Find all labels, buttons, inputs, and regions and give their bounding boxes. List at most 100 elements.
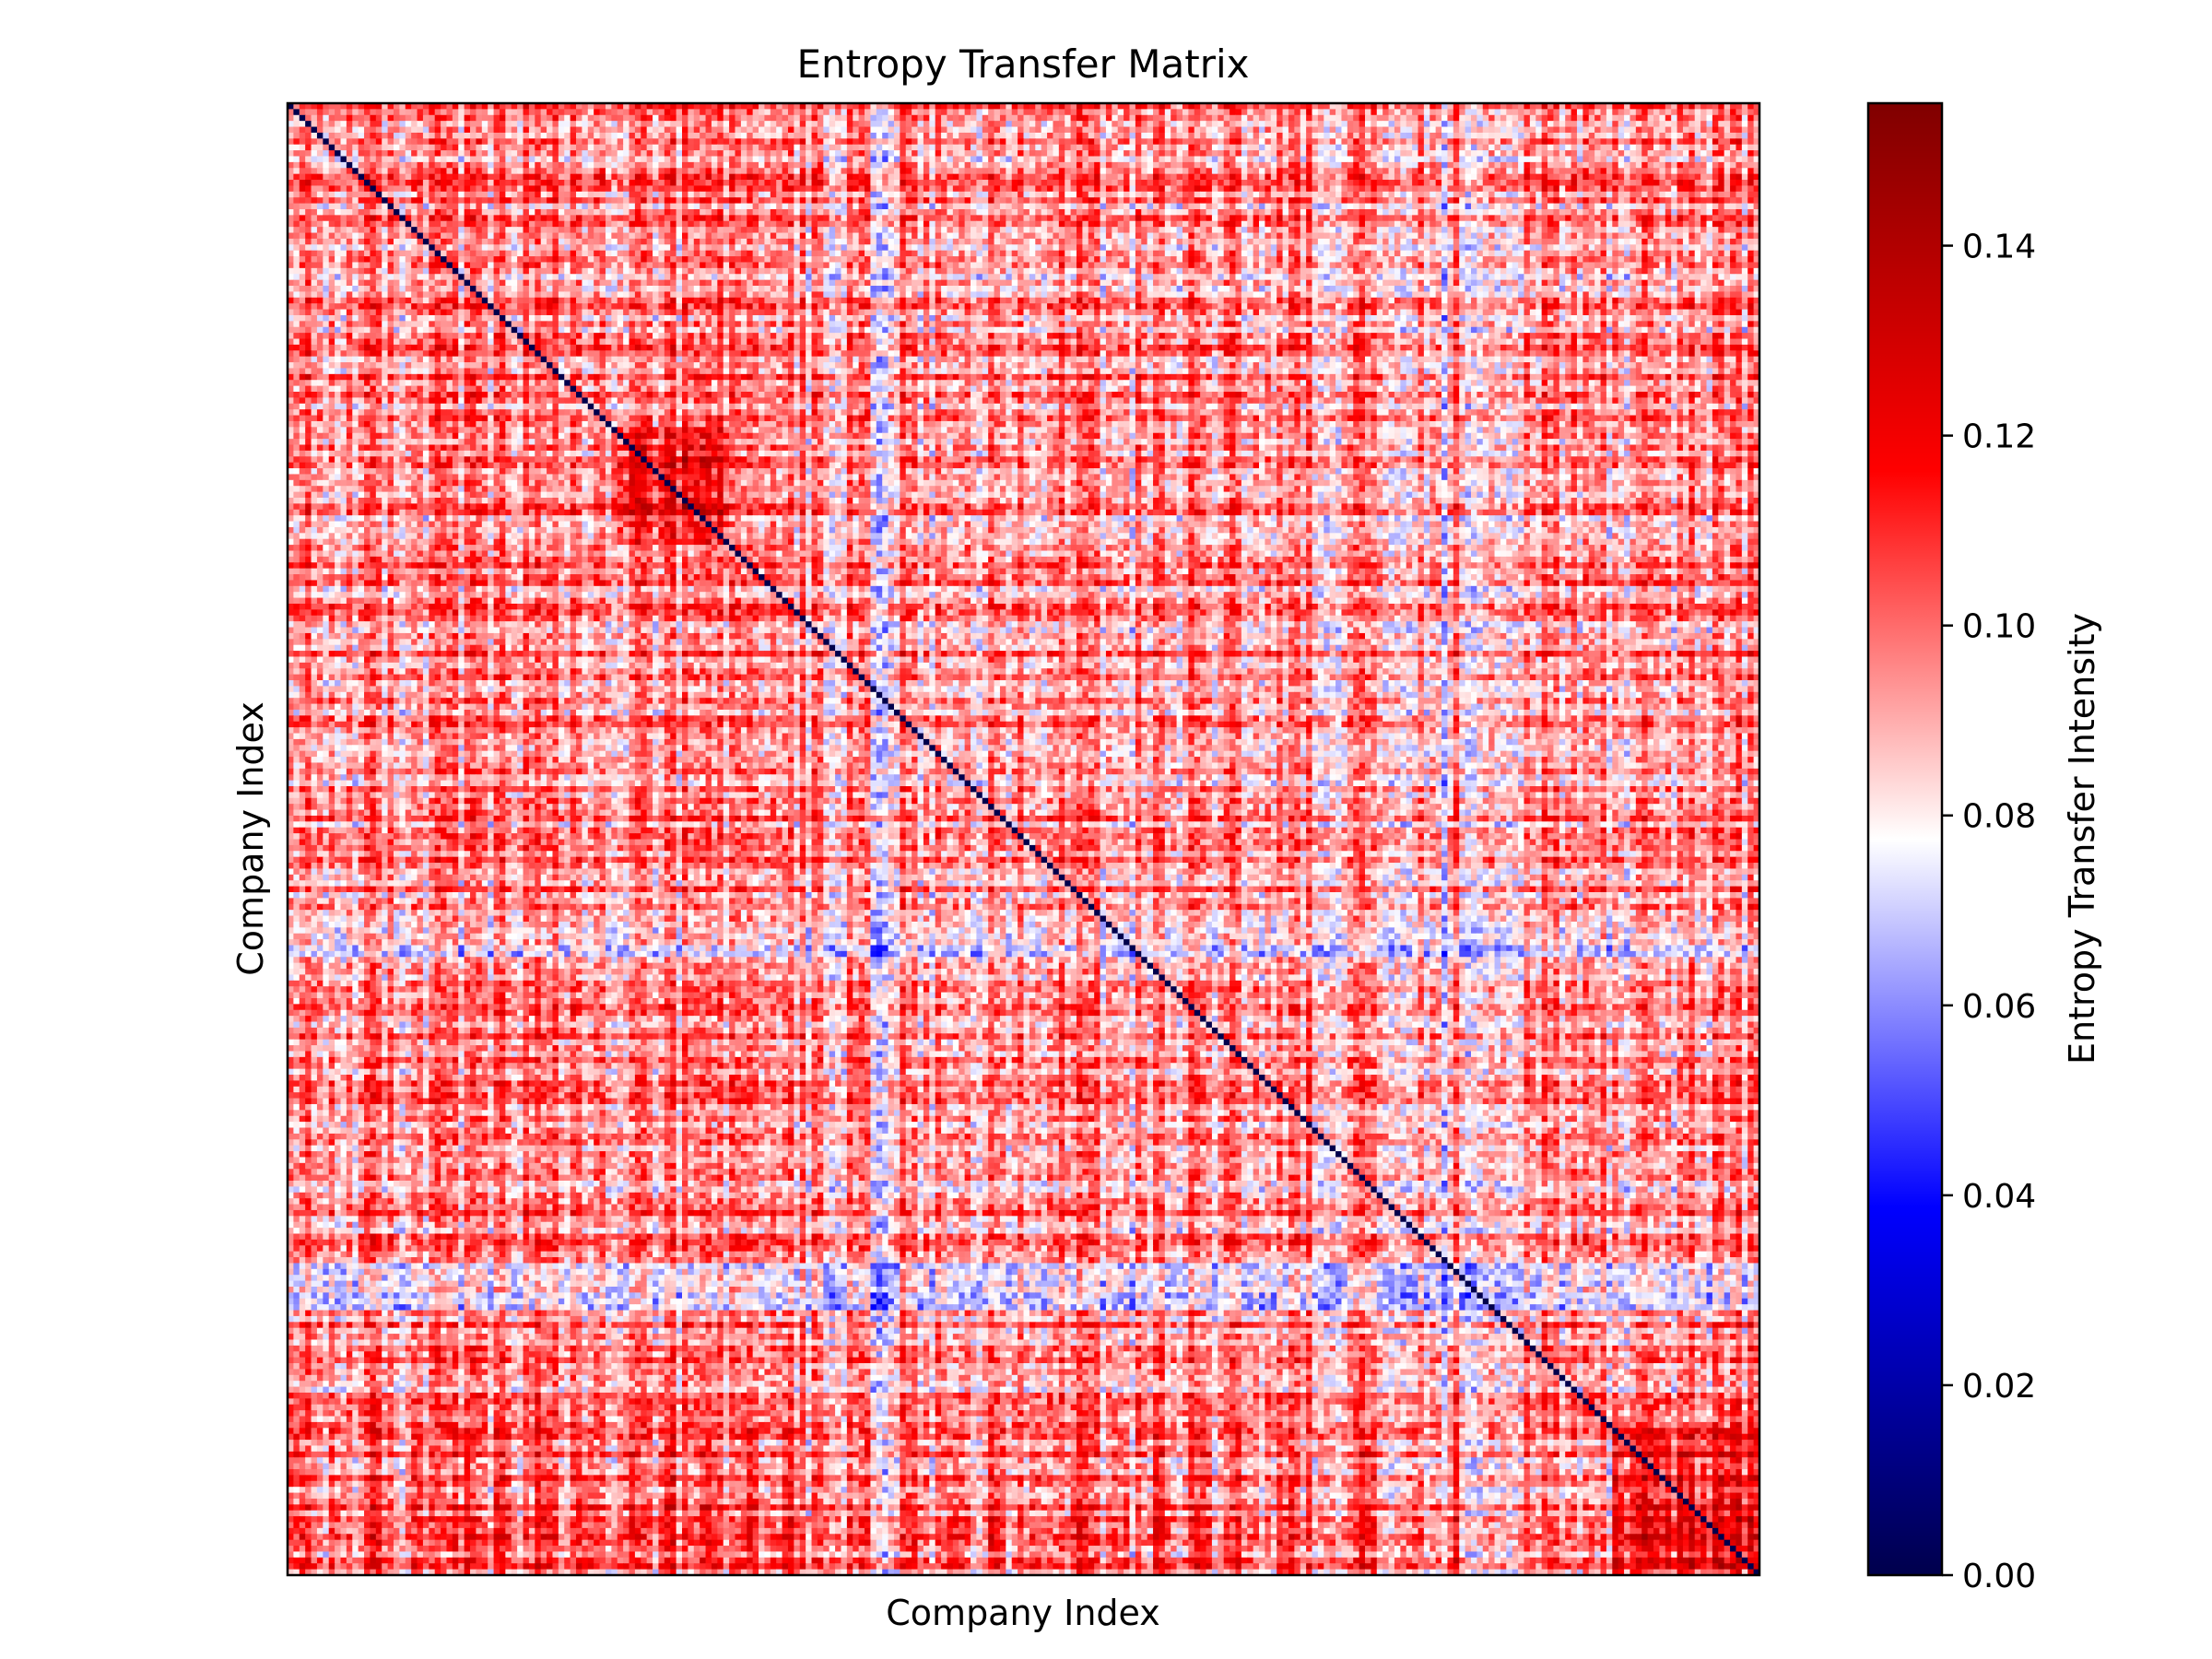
heatmap-cell [1365,156,1371,162]
heatmap-cell [1330,127,1336,134]
heatmap-cell [1735,168,1742,174]
heatmap-cell [653,115,659,122]
heatmap-cell [1100,168,1107,174]
heatmap-cell [894,121,900,127]
heatmap-cell [782,121,789,127]
heatmap-cell [1659,162,1665,169]
heatmap-cell [429,115,435,122]
heatmap-cell [1129,138,1135,145]
heatmap-cell [988,133,994,139]
heatmap-cell [1653,127,1660,134]
heatmap-cell [1347,127,1354,134]
heatmap-cell [411,138,418,145]
heatmap-cell [1648,109,1654,115]
heatmap-cell [724,168,730,174]
heatmap-cell [706,145,712,151]
heatmap-cell [323,121,329,127]
heatmap-cell [764,145,771,151]
heatmap-cell [1288,145,1295,151]
heatmap-cell [335,109,341,115]
heatmap-cell [1165,133,1171,139]
heatmap-cell [1283,168,1289,174]
heatmap-cell [446,109,453,115]
heatmap-cell [1006,133,1012,139]
heatmap-cell [753,133,759,139]
heatmap-cell [359,138,365,145]
heatmap-cell [688,121,694,127]
heatmap-cell [918,145,924,151]
heatmap-cell [947,138,953,145]
heatmap-cell [729,145,735,151]
heatmap-cell [1235,150,1241,157]
heatmap-cell [953,109,959,115]
heatmap-cell [1447,121,1453,127]
heatmap-cell [947,156,953,162]
heatmap-cell [1230,115,1236,122]
heatmap-cell [729,162,735,169]
heatmap-cell [1159,138,1165,145]
heatmap-cell [1300,115,1307,122]
heatmap-cell [1488,145,1495,151]
heatmap-cell [1088,133,1095,139]
heatmap-cell [1559,138,1566,145]
heatmap-cell [1700,133,1707,139]
heatmap-cell [547,115,553,122]
heatmap-cell [347,121,353,127]
heatmap-cell [1471,127,1477,134]
heatmap-cell [629,156,636,162]
heatmap-cell [1141,156,1147,162]
heatmap-cell [1041,150,1048,157]
heatmap-cell [1524,115,1530,122]
heatmap-cell [1547,145,1554,151]
heatmap-cell [912,121,918,127]
heatmap-cell [759,109,765,115]
heatmap-cell [694,115,700,122]
heatmap-cell [370,109,376,115]
heatmap-cell [435,121,441,127]
heatmap-cell [423,156,429,162]
heatmap-cell [1612,121,1618,127]
heatmap-cell [1394,168,1401,174]
heatmap-cell [776,121,782,127]
heatmap-cell [1271,162,1277,169]
heatmap-cell [1624,168,1630,174]
heatmap-cell [446,115,453,122]
heatmap-cell [1259,138,1265,145]
heatmap-cell [1112,133,1118,139]
heatmap-cell [1294,121,1300,127]
heatmap-cell [1077,109,1083,115]
heatmap-cell [1224,121,1230,127]
heatmap-cell [1500,127,1507,134]
heatmap-cell [694,109,700,115]
heatmap-cell [399,150,406,157]
heatmap-cell [982,145,989,151]
heatmap-cell [1124,162,1130,169]
heatmap-cell [1335,156,1342,162]
heatmap-cell [1506,127,1512,134]
heatmap-cell [1030,121,1036,127]
heatmap-cell [1535,162,1542,169]
heatmap-cell [1347,115,1354,122]
heatmap-cell [853,121,859,127]
heatmap-cell [476,133,482,139]
heatmap-cell [1312,162,1319,169]
heatmap-cell [1665,115,1672,122]
heatmap-cell [1324,168,1330,174]
heatmap-cell [1707,138,1713,145]
heatmap-cell [806,115,812,122]
heatmap-cell [729,121,735,127]
heatmap-cell [1524,133,1530,139]
heatmap-cell [446,150,453,157]
heatmap-cell [576,115,582,122]
heatmap-cell [1088,127,1095,134]
heatmap-cell [1135,168,1142,174]
heatmap-cell [1630,115,1636,122]
heatmap-cell [606,150,612,157]
heatmap-cell [1606,109,1613,115]
heatmap-cell [1412,115,1418,122]
heatmap-cell [1294,109,1300,115]
heatmap-cell [818,109,824,115]
heatmap-cell [1012,168,1018,174]
heatmap-cell [735,168,741,174]
heatmap-cell [1483,121,1489,127]
